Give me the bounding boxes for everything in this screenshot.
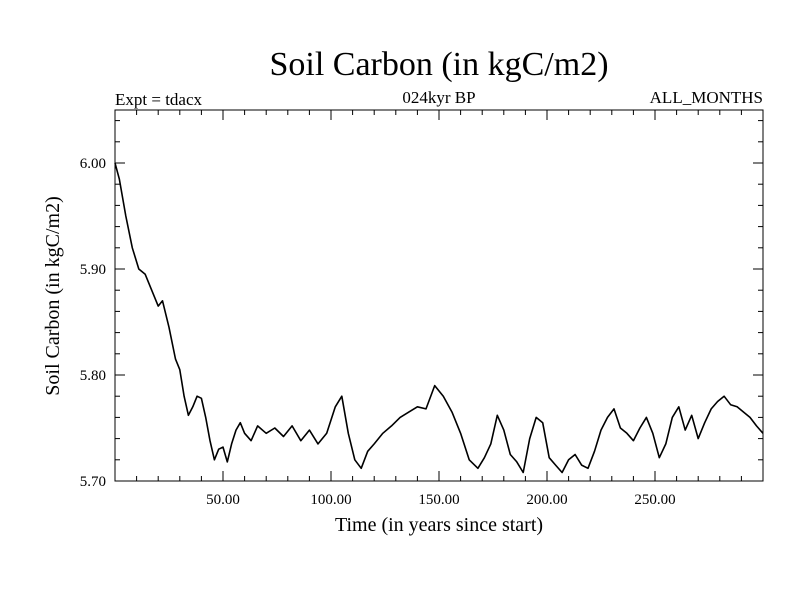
- months-label: ALL_MONTHS: [650, 88, 763, 107]
- y-axis-ticks: 5.70 5.80 5.90 6.00: [80, 156, 763, 490]
- x-tick-label: 250.00: [634, 492, 675, 508]
- y-tick-label: 5.70: [80, 474, 106, 490]
- x-tick-label: 100.00: [310, 492, 351, 508]
- x-tick-label: 50.00: [206, 492, 240, 508]
- soil-carbon-series-line: [114, 162, 764, 474]
- x-minor-ticks: [136, 110, 742, 481]
- plot-frame: [114, 109, 764, 482]
- y-minor-ticks: [115, 120, 763, 461]
- x-axis-ticks: 50.00 100.00 150.00 200.00 250.00: [206, 110, 676, 508]
- y-tick-label: 6.00: [80, 156, 106, 172]
- y-axis-label: Soil Carbon (in kgC/m2): [42, 196, 64, 395]
- y-tick-label: 5.80: [80, 368, 106, 384]
- y-tick-label: 5.90: [80, 262, 106, 278]
- x-tick-label: 200.00: [526, 492, 567, 508]
- x-tick-label: 150.00: [418, 492, 459, 508]
- period-label: 024kyr BP: [402, 88, 475, 107]
- experiment-label: Expt = tdacx: [115, 90, 203, 109]
- chart-title: Soil Carbon (in kgC/m2): [269, 46, 608, 83]
- x-axis-label: Time (in years since start): [335, 514, 543, 536]
